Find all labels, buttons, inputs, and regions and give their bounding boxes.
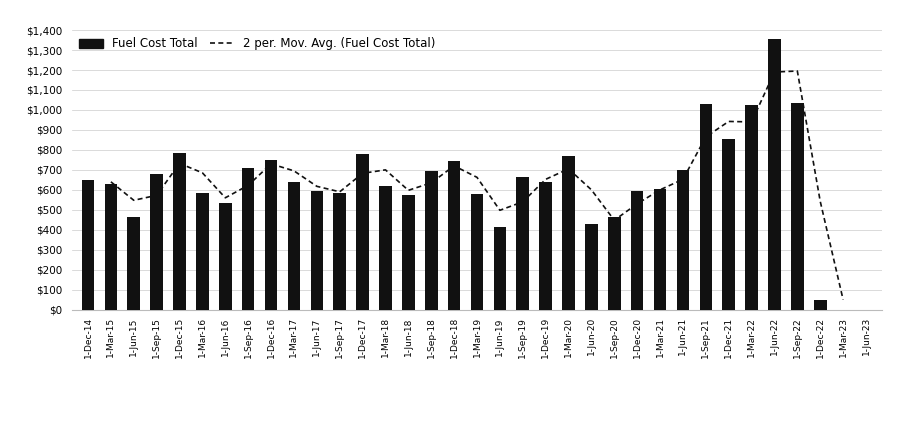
Bar bbox=[677, 170, 689, 310]
Bar bbox=[425, 171, 437, 310]
Bar bbox=[288, 182, 301, 310]
Bar bbox=[814, 300, 826, 310]
Bar bbox=[82, 180, 94, 310]
Bar bbox=[493, 227, 506, 310]
Bar bbox=[333, 193, 346, 310]
Bar bbox=[196, 193, 209, 310]
Bar bbox=[379, 186, 392, 310]
Bar bbox=[448, 161, 461, 310]
Legend: Fuel Cost Total, 2 per. Mov. Avg. (Fuel Cost Total): Fuel Cost Total, 2 per. Mov. Avg. (Fuel … bbox=[75, 32, 440, 55]
Bar bbox=[310, 191, 323, 310]
Bar bbox=[128, 217, 140, 310]
Bar bbox=[723, 139, 735, 310]
Bar bbox=[150, 174, 163, 310]
Bar bbox=[653, 189, 666, 310]
Bar bbox=[219, 203, 231, 310]
Bar bbox=[699, 104, 712, 310]
Bar bbox=[265, 160, 277, 310]
Bar bbox=[517, 177, 529, 310]
Bar bbox=[242, 168, 255, 310]
Bar bbox=[631, 191, 644, 310]
Bar bbox=[539, 182, 552, 310]
Bar bbox=[562, 156, 575, 310]
Bar bbox=[356, 154, 369, 310]
Bar bbox=[471, 194, 483, 310]
Bar bbox=[173, 153, 185, 310]
Bar bbox=[608, 217, 621, 310]
Bar bbox=[745, 105, 758, 310]
Bar bbox=[791, 103, 804, 310]
Bar bbox=[769, 39, 781, 310]
Bar bbox=[402, 195, 415, 310]
Bar bbox=[585, 224, 598, 310]
Bar bbox=[104, 184, 117, 310]
